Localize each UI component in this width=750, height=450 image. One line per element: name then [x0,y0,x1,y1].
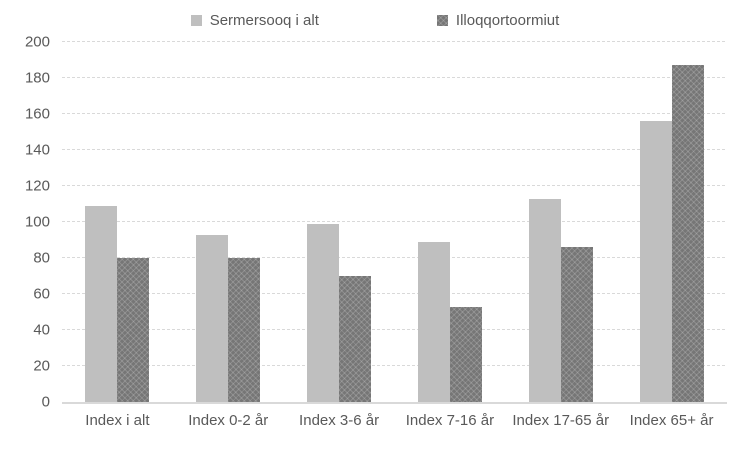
legend-marker-light-icon [190,14,202,26]
legend-label-sermersooq: Sermersooq i alt [209,11,319,29]
gridline [62,293,727,294]
gridline [62,113,727,114]
gridline [62,185,727,186]
legend-item-sermersooq: Sermersooq i alt [190,11,319,29]
y-tick-label: 40 [33,321,50,339]
bar-series1-cat1 [228,258,261,402]
y-tick-label: 140 [24,141,50,159]
bar-series1-cat0 [117,258,150,402]
y-tick-label: 180 [24,69,50,87]
x-tick-label: Index 3-6 år [299,412,380,429]
y-tick-label: 60 [33,285,50,303]
gridline [62,329,727,330]
gridline [62,77,727,78]
y-tick-label: 160 [24,105,50,123]
y-tick-label: 0 [41,393,50,411]
x-tick-label: Index i alt [85,412,150,429]
legend-marker-dark-icon [436,14,448,26]
gridline [62,365,727,366]
bar-series1-cat2 [339,276,372,402]
y-axis-labels: 0 20 40 60 80 100 120 140 160 180 200 [0,34,50,411]
x-tick-label: Index 7-16 år [405,412,495,429]
plot-area [62,41,727,404]
bar-series0-cat2 [307,223,340,402]
bar-series0-cat4 [528,198,561,402]
legend-item-illoqqortoormiut: Illoqqortoormiut [436,11,560,29]
y-tick-label: 20 [33,357,50,375]
legend: Sermersooq i alt Illoqqortoormiut [0,10,750,30]
y-tick-label: 120 [24,177,50,195]
x-axis-labels: Index i alt Index 0-2 år Index 3-6 år Index… [62,412,727,436]
bar-series0-cat5 [639,121,672,402]
x-tick-label: Index 0-2 år [188,412,269,429]
gridline [62,149,727,150]
bar-series1-cat3 [449,306,482,402]
legend-label-illoqqortoormiut: Illoqqortoormiut [455,11,560,29]
gridline [62,257,727,258]
x-tick-label: Index 17-65 år [512,412,610,429]
bar-series0-cat1 [196,234,229,402]
y-tick-label: 100 [24,213,50,231]
x-tick-label: Index 65+ år [629,412,714,429]
gridline [62,221,727,222]
y-tick-label: 200 [24,33,50,51]
bar-series0-cat0 [85,205,118,402]
y-tick-label: 80 [33,249,50,267]
gridline [62,41,727,42]
bar-series1-cat5 [671,65,704,402]
bar-series0-cat3 [417,241,450,402]
bar-series1-cat4 [560,247,593,402]
